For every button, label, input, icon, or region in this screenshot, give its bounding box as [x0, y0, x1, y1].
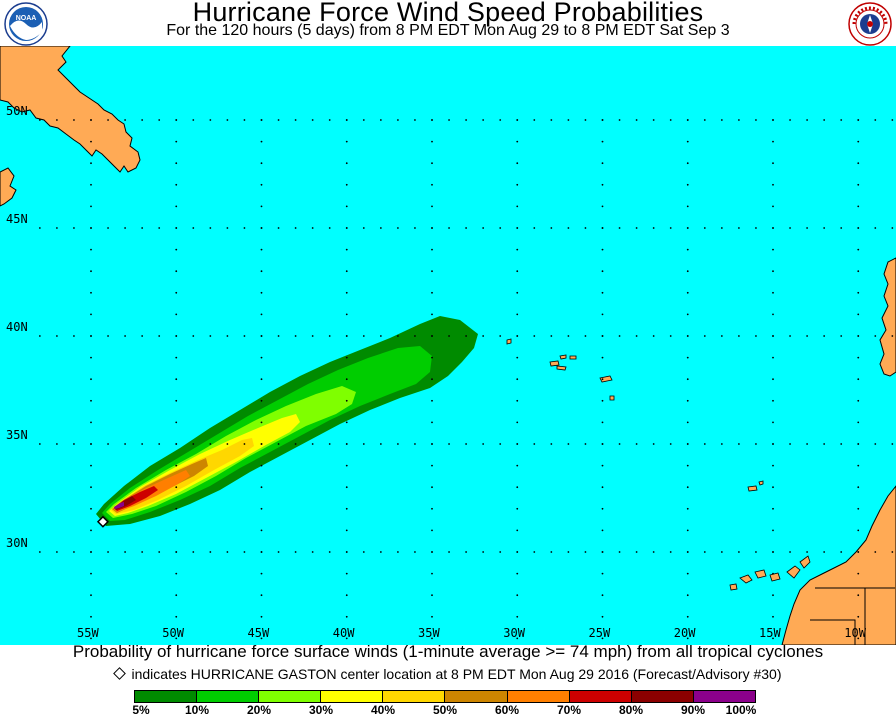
color-swatch-3 [321, 691, 384, 702]
africa-land [781, 485, 896, 645]
probability-swath [96, 316, 478, 526]
tick-label-0: 5% [132, 703, 150, 717]
lat-label-50N: 50N [6, 104, 28, 118]
lon-label-25W: 25W [588, 626, 611, 640]
color-swatch-4 [383, 691, 446, 702]
storm-center-diamond [96, 515, 109, 528]
tick-label-3: 30% [308, 703, 334, 717]
iberia-land [879, 257, 896, 377]
color-swatch-1 [197, 691, 260, 702]
tick-label-10: 100% [725, 703, 757, 717]
lon-label-55W: 55W [77, 626, 99, 640]
noaa-logo: NOAA [4, 2, 48, 46]
azores-islands [506, 338, 615, 401]
swath-level-90 [114, 502, 124, 509]
color-scale-bar [134, 690, 756, 703]
lat-label-45N: 45N [6, 212, 28, 226]
tick-label-5: 50% [432, 703, 458, 717]
lat-label-40N: 40N [6, 320, 28, 334]
noaa-logo-text: NOAA [16, 15, 37, 22]
color-swatch-2 [259, 691, 322, 702]
tick-label-4: 40% [370, 703, 396, 717]
legend-area: Probability of hurricane force surface w… [0, 642, 896, 717]
lon-label-50W: 50W [162, 626, 184, 640]
africa-borders [810, 587, 895, 645]
tick-label-2: 20% [246, 703, 272, 717]
legend-caption: Probability of hurricane force surface w… [72, 642, 824, 661]
diamond-icon [112, 667, 126, 680]
color-swatch-6 [507, 691, 570, 702]
tick-label-9: 90% [680, 703, 706, 717]
storm-center-note-text: indicates HURRICANE GASTON center locati… [131, 666, 782, 682]
canary-islands [729, 555, 811, 591]
storm-center-marker [96, 515, 109, 528]
page-title: Hurricane Force Wind Speed Probabilities [192, 0, 704, 27]
lon-label-40W: 40W [332, 626, 355, 640]
lat-label-25N: 25N [6, 644, 28, 645]
lon-label-30W: 30W [503, 626, 525, 640]
tick-label-1: 10% [184, 703, 210, 717]
cape-breton-land [0, 167, 17, 207]
lon-label-45W: 45W [247, 626, 270, 640]
tick-label-7: 70% [556, 703, 582, 717]
lon-label-10W: 10W [844, 626, 866, 640]
lat-label-35N: 35N [6, 428, 28, 442]
color-swatch-8 [631, 691, 694, 702]
probability-map: 50N 45N 40N 35N 30N 25N 55W 50W 45W 40W 35W 30W 25W… [0, 46, 896, 645]
tick-label-8: 80% [618, 703, 644, 717]
madeira-islands [747, 480, 764, 492]
storm-center-note: indicates HURRICANE GASTON center locati… [0, 666, 896, 682]
header: NOAA Hurricane Force Wind Speed Probabil… [0, 0, 896, 46]
lat-lon-grid [38, 119, 894, 640]
lon-label-20W: 20W [673, 626, 696, 640]
nws-logo [848, 2, 892, 46]
newfoundland-land [0, 46, 141, 173]
tick-label-6: 60% [494, 703, 520, 717]
land-masses [0, 46, 896, 645]
color-swatch-7 [569, 691, 632, 702]
lon-label-35W: 35W [418, 626, 440, 640]
color-swatch-9 [693, 691, 755, 702]
color-swatch-5 [445, 691, 508, 702]
color-swatch-0 [135, 691, 198, 702]
lon-label-15W: 15W [759, 626, 781, 640]
page-subtitle: For the 120 hours (5 days) from 8 PM EDT… [166, 22, 730, 39]
lat-label-30N: 30N [6, 536, 28, 550]
